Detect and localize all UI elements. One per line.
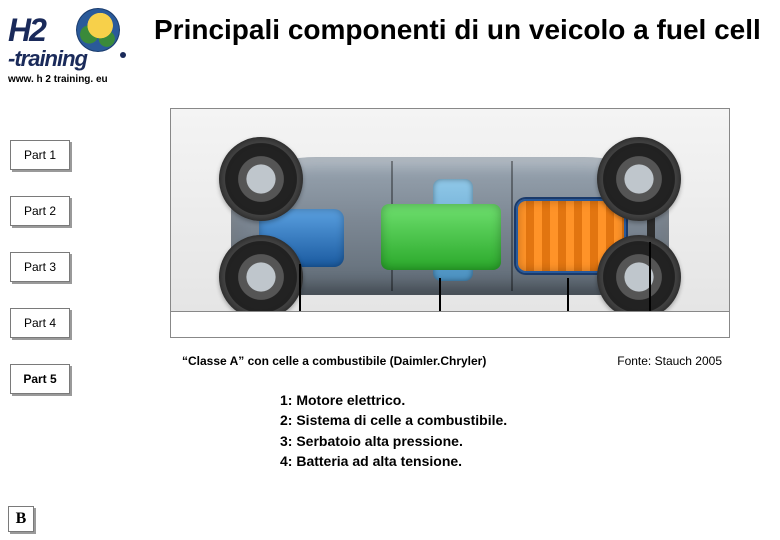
sidebar-item-part2[interactable]: Part 2 [10, 196, 70, 226]
callout-bar [171, 311, 729, 337]
legend-item: 1: Motore elettrico. [280, 390, 730, 410]
logo: H2 -training [8, 8, 138, 70]
logo-h2: H2 [8, 12, 45, 49]
back-badge[interactable]: B [8, 506, 34, 532]
page-title: Principali componenti di un veicolo a fu… [138, 8, 761, 46]
sidebar-item-part1[interactable]: Part 1 [10, 140, 70, 170]
sidebar-item-part4[interactable]: Part 4 [10, 308, 70, 338]
wheel-icon [597, 235, 681, 319]
figure-source: Fonte: Stauch 2005 [617, 354, 722, 368]
caption-row: “Classe A” con celle a combustibile (Dai… [182, 354, 722, 368]
sidebar: Part 1 Part 2 Part 3 Part 4 Part 5 [10, 140, 70, 394]
component-fuelcell-stack [381, 204, 501, 270]
legend-item: 4: Batteria ad alta tensione. [280, 451, 730, 471]
wheel-icon [597, 137, 681, 221]
vehicle-diagram: 1 2 3 4 [170, 108, 730, 338]
logo-training: -training [8, 46, 87, 72]
figure-caption: “Classe A” con celle a combustibile (Dai… [182, 354, 486, 368]
legend-item: 3: Serbatoio alta pressione. [280, 431, 730, 451]
sidebar-item-part3[interactable]: Part 3 [10, 252, 70, 282]
legend: 1: Motore elettrico. 2: Sistema di celle… [280, 390, 730, 471]
wheel-icon [219, 137, 303, 221]
sidebar-item-part5[interactable]: Part 5 [10, 364, 70, 394]
legend-item: 2: Sistema di celle a combustibile. [280, 410, 730, 430]
header: H2 -training www. h 2 training. eu Princ… [0, 0, 780, 85]
logo-url: www. h 2 training. eu [8, 74, 138, 85]
figure-area: 1 2 3 4 “Classe A” con celle a combustib… [170, 108, 730, 471]
logo-dot-icon [120, 52, 126, 58]
seam-icon [511, 161, 513, 291]
logo-block: H2 -training www. h 2 training. eu [8, 8, 138, 85]
